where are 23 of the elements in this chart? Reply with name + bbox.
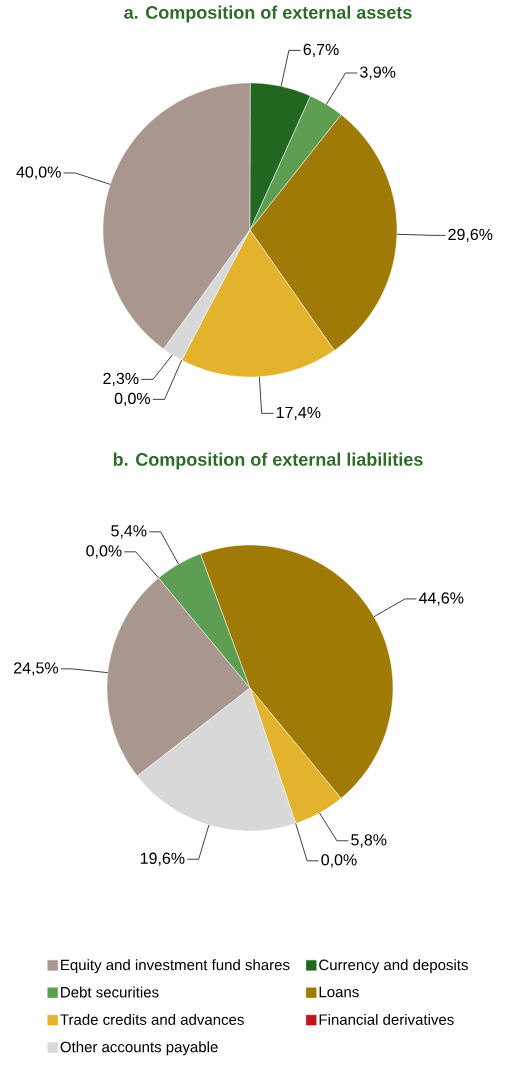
chart-title: a. Composition of external assets (124, 5, 412, 23)
chart-title: b. Composition of external liabilities (113, 452, 423, 470)
data-label: 5,8% (351, 834, 387, 848)
legend-label: Currency and deposits (319, 959, 468, 974)
data-label: 29,6% (448, 228, 493, 242)
data-label: 5,4% (111, 525, 147, 539)
legend-label: Trade credits and advances (60, 1013, 244, 1025)
data-label: 19,6% (140, 852, 185, 866)
data-label: 40,0% (16, 166, 61, 180)
legend-label: Equity and investment fund shares (61, 959, 290, 974)
legend-label: Debt securities (61, 986, 159, 998)
data-label: 6,7% (303, 43, 339, 58)
legend-label: Loans (319, 986, 359, 998)
text: 0,0% (321, 854, 357, 868)
legend-label: Other accounts payable (60, 1041, 218, 1056)
text: 0,0% (86, 545, 122, 559)
data-label: 17,4% (276, 406, 321, 420)
data-label: 44,6% (418, 592, 464, 606)
data-label: 24,5% (14, 662, 59, 676)
data-label: 3,9% (360, 66, 396, 80)
legend-label: Financial derivatives (319, 1013, 454, 1025)
text: 0,0% (114, 392, 151, 406)
data-label: 2,3% (103, 372, 139, 386)
